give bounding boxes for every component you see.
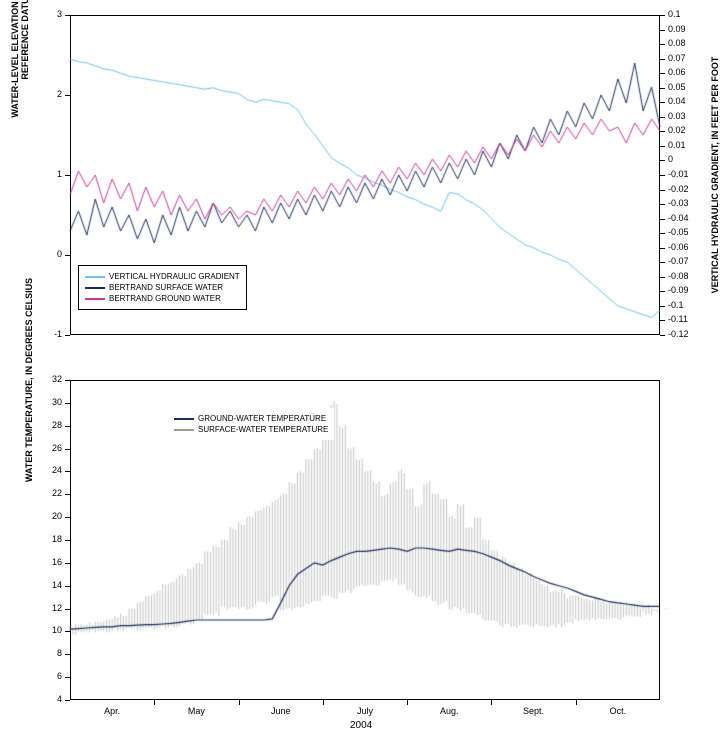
x-tick-label: June	[266, 706, 296, 716]
chart2-yl-tick	[65, 563, 70, 564]
legend-swatch	[174, 429, 194, 431]
legend-label: SURFACE-WATER TEMPERATURE	[198, 425, 328, 434]
chart2-yl-tick-label: 24	[52, 465, 62, 475]
chart2-yl-tick-label: 28	[52, 420, 62, 430]
x-tick	[576, 700, 577, 705]
chart2-yl-tick	[65, 426, 70, 427]
chart2-yl-tick-label: 30	[52, 397, 62, 407]
temperature-canvas	[0, 0, 728, 755]
chart2-legend: GROUND-WATER TEMPERATURE SURFACE-WATER TE…	[168, 408, 334, 440]
x-tick-label: Sept.	[519, 706, 549, 716]
x-tick-label: July	[350, 706, 380, 716]
chart2-yl-tick-label: 26	[52, 443, 62, 453]
x-tick-label: Aug.	[434, 706, 464, 716]
chart2-yl-tick-label: 16	[52, 557, 62, 567]
chart2-yl-tick	[65, 586, 70, 587]
legend-row: GROUND-WATER TEMPERATURE	[174, 414, 328, 423]
legend-swatch	[174, 418, 194, 420]
x-tick	[323, 700, 324, 705]
chart2-yl-tick	[65, 631, 70, 632]
legend-row: SURFACE-WATER TEMPERATURE	[174, 425, 328, 434]
chart2-yl-tick	[65, 540, 70, 541]
x-tick	[154, 700, 155, 705]
chart2-yl-tick-label: 12	[52, 603, 62, 613]
chart2-yl-tick	[65, 700, 70, 701]
chart2-yl-tick-label: 10	[52, 625, 62, 635]
chart2-yl-tick-label: 4	[57, 694, 62, 704]
x-tick	[239, 700, 240, 705]
x-tick-label: May	[181, 706, 211, 716]
chart2-yl-tick-label: 8	[57, 648, 62, 658]
chart2-yl-tick-label: 32	[52, 374, 62, 384]
chart2-yl-tick	[65, 609, 70, 610]
chart2-yl-tick-label: 6	[57, 671, 62, 681]
chart2-yl-tick	[65, 677, 70, 678]
x-axis-year-label: 2004	[350, 720, 372, 731]
chart2-yl-tick-label: 22	[52, 488, 62, 498]
chart2-yl-tick	[65, 403, 70, 404]
legend-label: GROUND-WATER TEMPERATURE	[198, 414, 326, 423]
x-tick-label: Apr.	[97, 706, 127, 716]
x-tick	[491, 700, 492, 705]
chart2-yl-tick-label: 20	[52, 511, 62, 521]
chart2-yl-tick-label: 18	[52, 534, 62, 544]
x-tick	[407, 700, 408, 705]
x-tick-label: Oct.	[603, 706, 633, 716]
chart2-yl-tick	[65, 380, 70, 381]
chart2-yl-tick	[65, 654, 70, 655]
chart2-yl-tick	[65, 494, 70, 495]
chart2-yl-tick	[65, 471, 70, 472]
chart2-yl-tick-label: 14	[52, 580, 62, 590]
chart2-yl-tick	[65, 449, 70, 450]
chart2-yl-tick	[65, 517, 70, 518]
chart2-y-left-label: WATER TEMPERATURE, IN DEGREES CELSIUS	[24, 220, 34, 540]
